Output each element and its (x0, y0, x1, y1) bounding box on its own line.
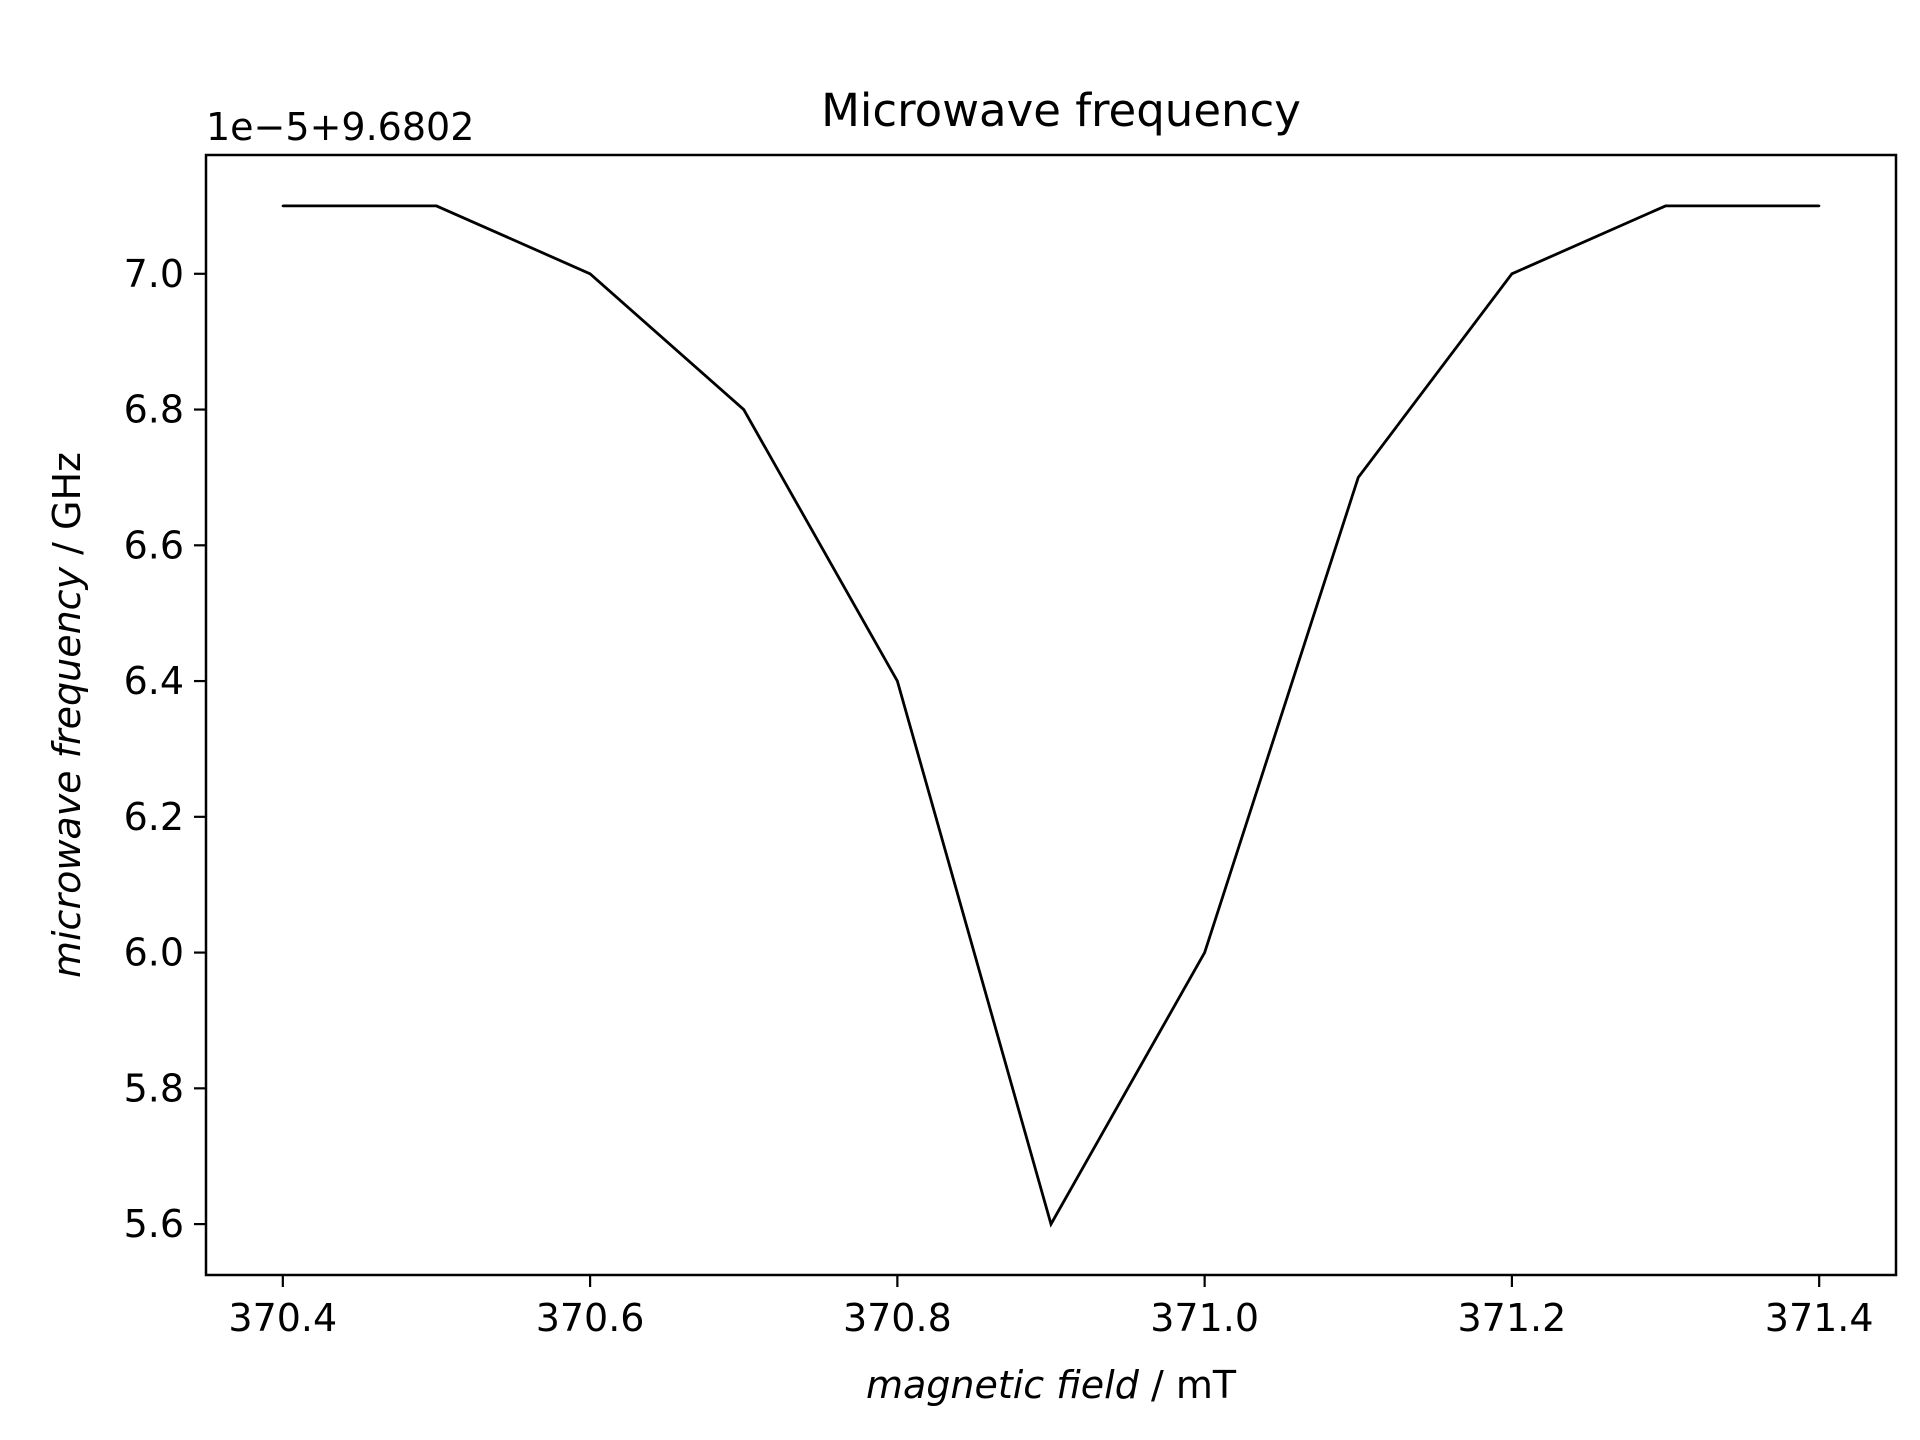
data-point (435, 204, 438, 208)
plot-series (281, 204, 1821, 1228)
x-tick-label: 370.4 (228, 1296, 337, 1340)
data-point (1049, 1222, 1053, 1226)
y-axis-offset-label: 1e−5+9.6802 (206, 105, 474, 149)
x-tick-label: 370.6 (536, 1296, 645, 1340)
data-point (1510, 272, 1514, 275)
y-tick-label: 6.6 (124, 523, 184, 567)
data-point (1203, 951, 1206, 954)
axis-ticks: 370.4 370.6 370.8 371.0 371.2 371.4 5.6 5.8 6.0 6… (124, 252, 1874, 1340)
x-tick-label: 371.4 (1765, 1296, 1874, 1340)
y-axis-label: microwave frequency / GHz (45, 452, 89, 978)
y-tick-label: 6.8 (124, 388, 184, 432)
data-point (1357, 476, 1360, 479)
y-axis-label-unit: / GHz (45, 452, 89, 567)
data-point (896, 679, 899, 683)
y-axis-label-italic: microwave frequency (45, 566, 89, 978)
x-axis-label-italic: magnetic field (866, 1363, 1140, 1407)
y-tick-label: 6.0 (124, 931, 184, 975)
x-tick-label: 370.8 (843, 1296, 952, 1340)
y-tick-label: 5.8 (124, 1066, 184, 1110)
y-tick-label: 6.2 (124, 795, 184, 839)
data-point (281, 204, 285, 208)
y-tick-label: 6.4 (124, 659, 184, 703)
plot-frame (204, 153, 1898, 1277)
x-tick-label: 371.0 (1150, 1296, 1259, 1340)
y-tick-label: 5.6 (124, 1202, 184, 1246)
x-axis-label: magnetic field / mT (866, 1363, 1237, 1407)
x-tick-label: 371.2 (1458, 1296, 1567, 1340)
y-tick-label: 7.0 (124, 252, 184, 296)
data-point (1817, 204, 1821, 208)
data-point (742, 408, 745, 411)
x-axis-label-unit: / mT (1139, 1363, 1237, 1407)
data-point (588, 272, 592, 275)
data-point (1664, 204, 1667, 208)
chart-title: Microwave frequency (821, 84, 1301, 137)
